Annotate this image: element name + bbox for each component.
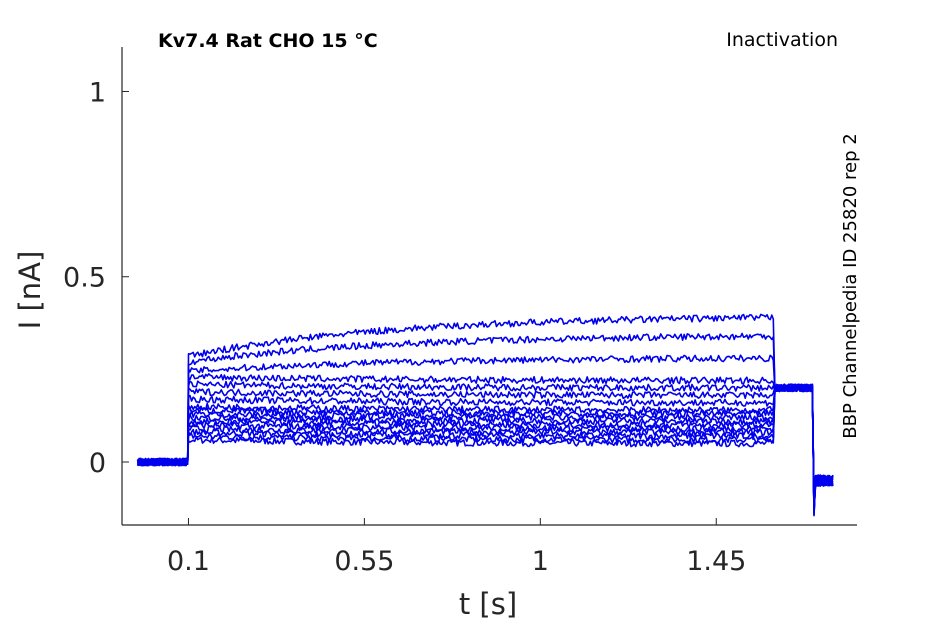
current-trace-16 [136,332,834,511]
current-trace-4 [137,383,834,508]
x-ticks: 0.1 0.55 1 1.45 [167,518,746,577]
current-trace-17 [137,313,834,515]
y-tick-label: 1 [89,77,106,108]
x-tick-label: 0.1 [167,546,210,577]
current-trace-10 [136,383,834,513]
current-trace-14 [137,373,834,516]
current-trace-12 [136,383,834,513]
current-trace-11 [136,383,833,513]
protocol-label: Inactivation [726,29,838,51]
y-tick-label: 0 [89,448,106,479]
chart-title: Kv7.4 Rat CHO 15 °C [158,30,378,52]
current-trace-15 [136,354,833,506]
current-trace-13 [137,380,833,509]
y-axis-label: I [nA] [13,251,47,330]
x-axis-label: t [s] [459,587,517,621]
y-tick-label: 0.5 [63,263,106,294]
x-tick-label: 0.55 [334,546,394,577]
current-trace-5 [137,383,834,514]
traces-group [136,313,834,517]
x-tick-label: 1 [532,546,549,577]
current-trace-8 [136,383,834,510]
y-ticks: 0 0.5 1 [63,77,129,479]
channelpedia-id-label: BBP Channelpedia ID 25820 rep 2 [840,133,861,438]
x-tick-label: 1.45 [686,546,746,577]
current-trace-6 [137,383,834,513]
